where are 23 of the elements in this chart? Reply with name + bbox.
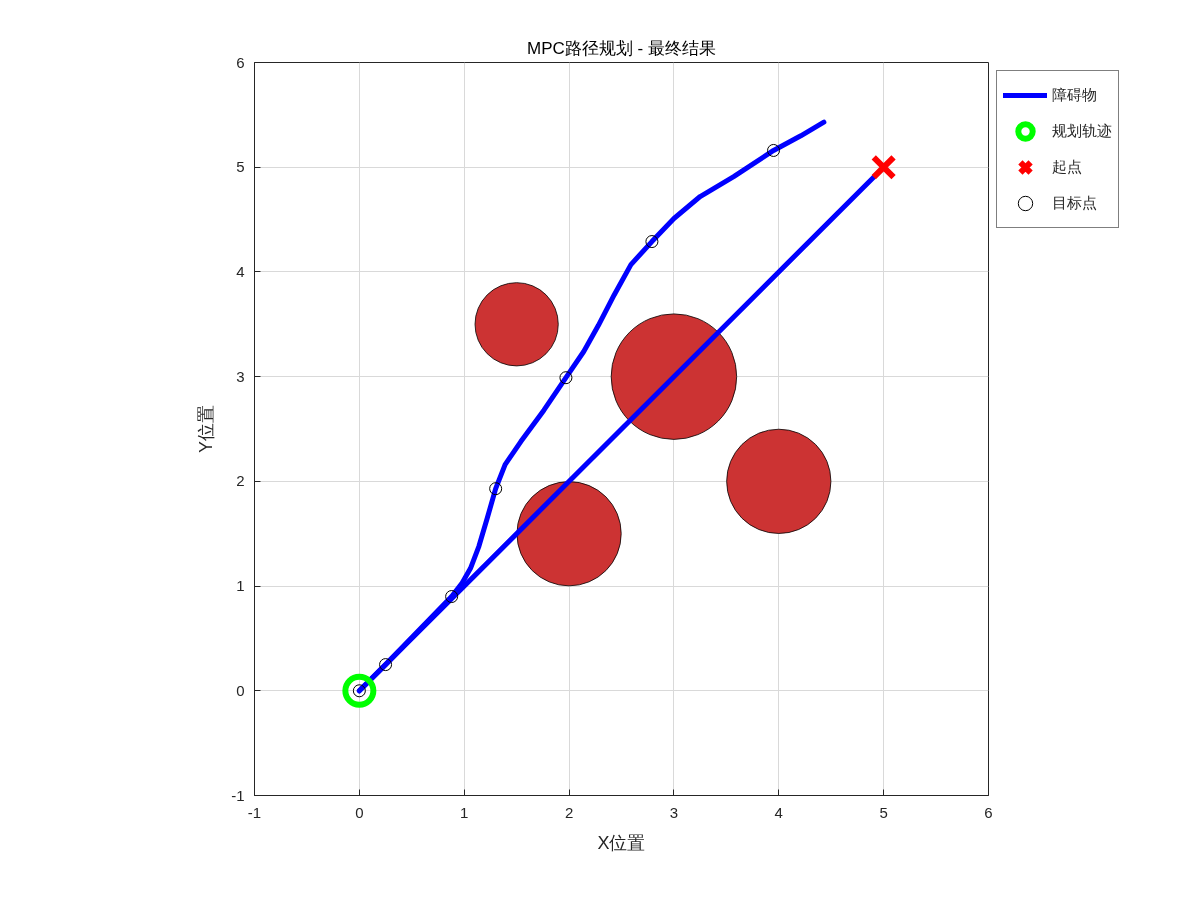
y-tick-label: 5: [236, 158, 245, 176]
x-tick-label: 3: [669, 803, 679, 821]
x-tick-label: 5: [879, 803, 888, 821]
y-tick-label: 6: [236, 53, 245, 71]
x-tick-label: 0: [355, 803, 364, 821]
legend-label: 规划轨迹: [1052, 121, 1112, 141]
legend-label: 起点: [1052, 157, 1082, 177]
legend-label: 目标点: [1052, 193, 1097, 213]
y-axis-title: Y位置: [196, 404, 217, 453]
x-tick-label: -1: [247, 803, 262, 821]
legend-label: 障碍物: [1052, 85, 1097, 105]
x-tick-label: 6: [984, 803, 993, 821]
y-tick-label: 1: [236, 577, 245, 595]
y-tick-label: 4: [236, 262, 245, 280]
x-tick-label: 4: [774, 803, 783, 821]
x-tick-label: 1: [460, 803, 469, 821]
y-tick-label: 2: [236, 472, 245, 490]
chart-title: MPC路径规划 - 最终结果: [527, 38, 716, 58]
x-axis-title: X位置: [597, 832, 646, 853]
x-tick-label: 2: [564, 803, 574, 821]
y-tick-label: 3: [236, 367, 245, 385]
y-tick-label: 0: [236, 681, 245, 699]
y-tick-label: -1: [231, 786, 245, 804]
